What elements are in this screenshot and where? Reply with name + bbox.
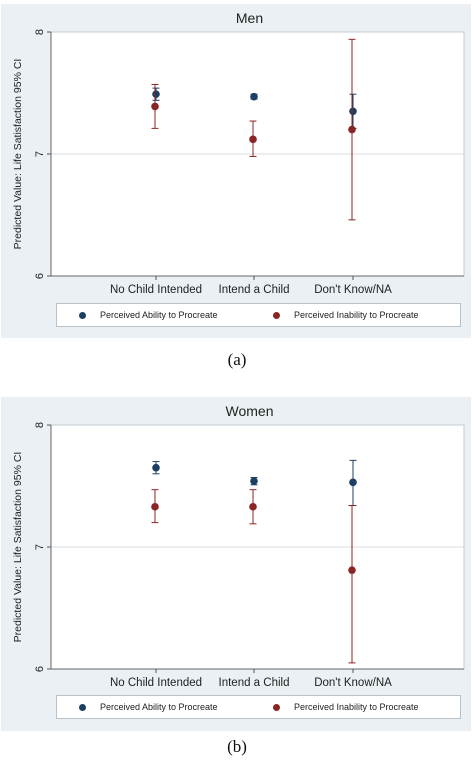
x-tick-label: Don't Know/NA [314, 284, 392, 296]
y-axis-label: Predicted Value: Life Satisfaction 95% C… [12, 59, 24, 250]
legend-marker-inability [273, 703, 280, 711]
x-tick-label: Don't Know/NA [314, 677, 392, 689]
caption-b: (b) [227, 737, 247, 756]
data-point [250, 92, 258, 101]
y-tick-label: 6 [34, 666, 46, 672]
x-tick-label: Intend a Child [219, 284, 290, 296]
x-tick-label: Intend a Child [219, 677, 290, 689]
y-tick-label: 8 [34, 422, 46, 428]
y-tick-label: 8 [34, 29, 46, 35]
data-point [250, 477, 258, 485]
legend-item-inability: Perceived Inability to Procreate [273, 304, 419, 326]
chart-panel-men: Men 6 7 8 Predicted Value: Life Satisfaction… [1, 4, 471, 338]
legend-item-inability: Perceived Inability to Procreate [273, 696, 419, 718]
data-point [151, 102, 159, 111]
legend-marker-ability [79, 703, 86, 711]
data-point [151, 502, 159, 511]
legend-item-ability: Perceived Ability to Procreate [79, 304, 218, 326]
legend-label-ability: Perceived Ability to Procreate [100, 310, 218, 320]
caption-a: (a) [227, 350, 247, 369]
men-chart-svg: Men 6 7 8 Predicted Value: Life Satisfaction… [12, 10, 465, 296]
legend-label-inability: Perceived Inability to Procreate [294, 310, 419, 320]
data-point [349, 478, 357, 487]
data-point [152, 463, 160, 472]
legend-marker-ability [79, 311, 86, 319]
legend-men: Perceived Ability to Procreate Perceived… [56, 303, 461, 327]
y-tick-label: 7 [34, 544, 46, 550]
data-point [249, 502, 257, 511]
data-point [152, 90, 160, 99]
y-tick-label: 6 [34, 273, 46, 279]
data-point [348, 125, 356, 134]
chart-title: Men [236, 10, 263, 26]
legend-marker-inability [273, 311, 280, 319]
legend-label-ability: Perceived Ability to Procreate [100, 702, 218, 712]
legend-label-inability: Perceived Inability to Procreate [294, 702, 419, 712]
data-point [348, 566, 356, 574]
x-tick-label: No Child Intended [110, 677, 202, 689]
x-tick-label: No Child Intended [110, 284, 202, 296]
chart-panel-women: Women 6 7 8 Predicted Value: Life Satisfacti… [1, 397, 471, 731]
data-point [249, 135, 257, 144]
chart-title: Women [226, 403, 274, 419]
women-chart-svg: Women 6 7 8 Predicted Value: Life Satisfacti… [12, 403, 465, 689]
data-point [349, 107, 357, 116]
legend-women: Perceived Ability to Procreate Perceived… [56, 695, 461, 719]
y-tick-label: 7 [34, 151, 46, 157]
y-axis-label: Predicted Value: Life Satisfaction 95% C… [12, 452, 24, 643]
legend-item-ability: Perceived Ability to Procreate [79, 696, 218, 718]
